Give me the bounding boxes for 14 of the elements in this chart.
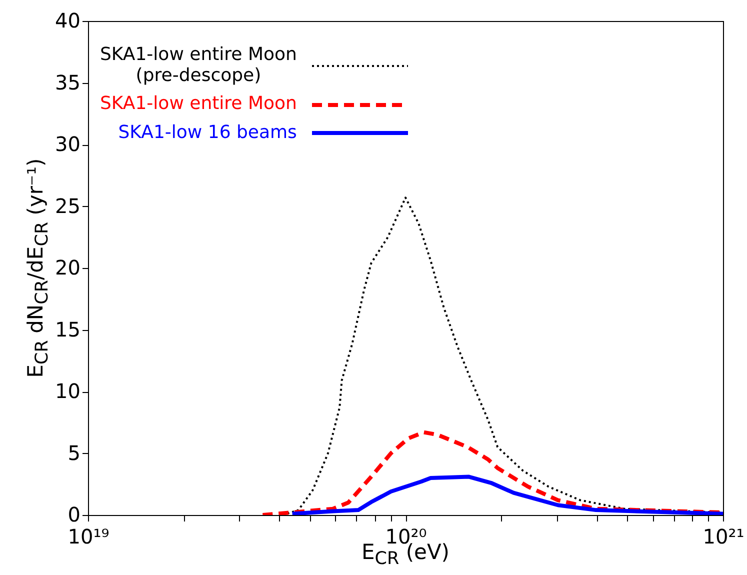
y-tick-label: 20 bbox=[55, 256, 80, 280]
x-tick-label: 10²¹ bbox=[702, 524, 744, 548]
y-tick-label: 40 bbox=[55, 8, 80, 32]
y-tick-label: 35 bbox=[55, 70, 80, 94]
text: SKA1-low entire Moon bbox=[100, 93, 297, 116]
y-tick-label: 25 bbox=[55, 194, 80, 218]
text: SKA1-low entire Moon (pre-descope) bbox=[100, 44, 297, 86]
y-tick-label: 10 bbox=[55, 379, 80, 403]
y-tick-label: 15 bbox=[55, 317, 80, 342]
y-tick-label: 30 bbox=[55, 132, 80, 156]
y-tick-label: 5 bbox=[68, 440, 80, 465]
x-tick-label: 10¹⁹ bbox=[68, 524, 110, 548]
y-tick-label: 0 bbox=[68, 502, 80, 526]
text: SKA1-low 16 beams bbox=[118, 122, 297, 144]
